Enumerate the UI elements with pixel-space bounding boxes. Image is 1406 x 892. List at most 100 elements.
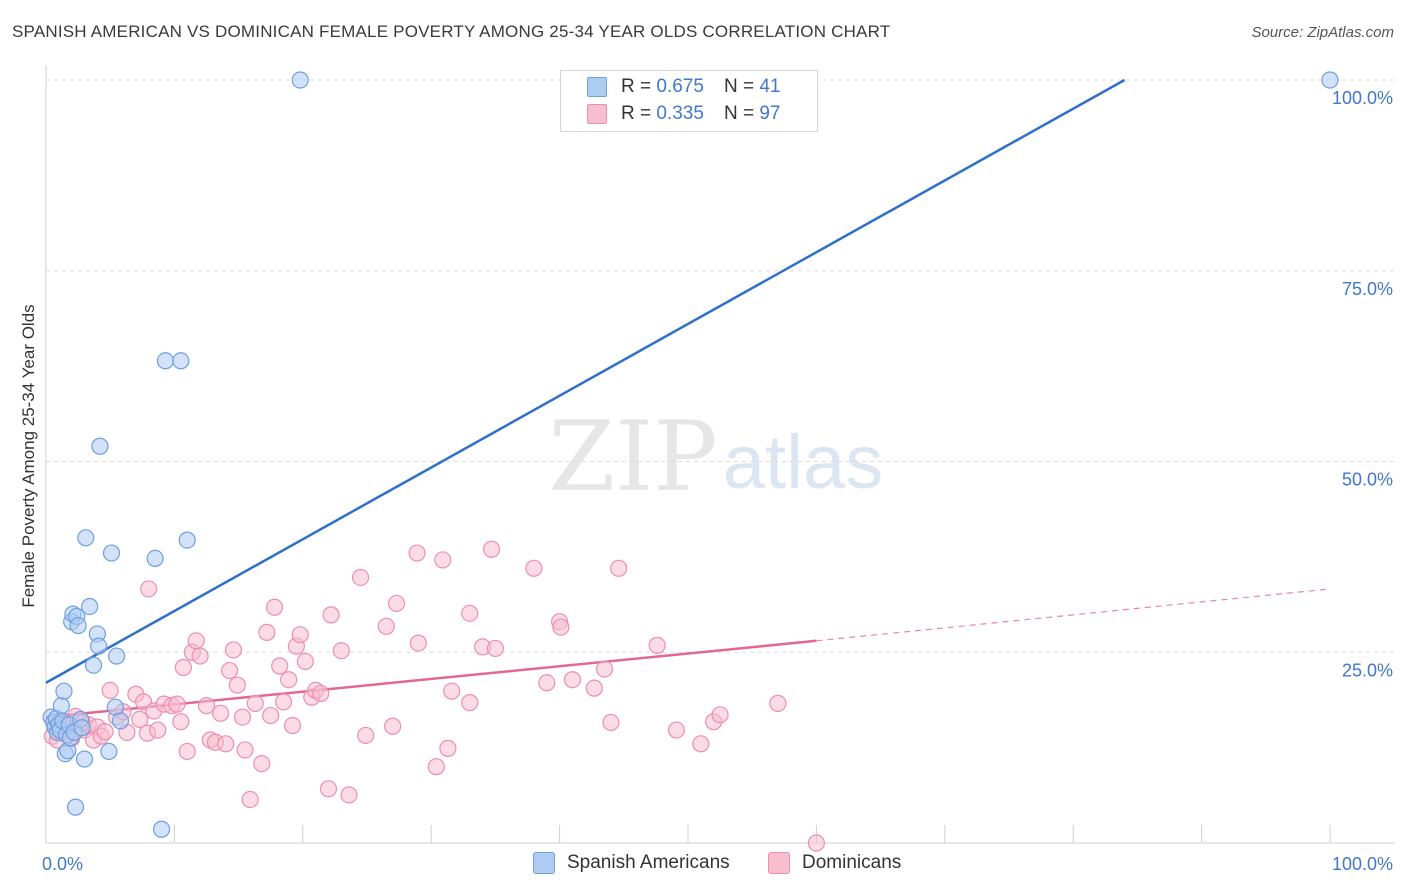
point-dominicans — [224, 641, 243, 659]
y-axis-label: Female Poverty Among 25-34 Year Olds — [19, 304, 38, 607]
point-dominicans — [486, 639, 504, 658]
point-dominicans — [711, 706, 729, 724]
point-dominicans — [187, 632, 205, 650]
point-spanish-americans — [91, 437, 109, 455]
y-tick-label: 75.0% — [1342, 279, 1393, 299]
point-dominicans — [552, 618, 570, 636]
legend-n-value: 97 — [759, 103, 781, 124]
point-dominicans — [262, 706, 280, 725]
x-tick-label: 0.0% — [42, 854, 83, 874]
source-label: Source: ZipAtlas.com — [1251, 24, 1394, 41]
point-dominicans — [178, 742, 196, 761]
point-dominicans — [319, 780, 338, 798]
point-spanish-americans — [111, 712, 130, 730]
point-dominicans — [439, 739, 457, 757]
point-dominicans — [221, 661, 239, 680]
watermark-zip: ZIP — [548, 401, 717, 513]
correlation-legend: R = 0.675 N = 41 R = 0.335 N = 97 — [560, 70, 818, 132]
point-dominicans — [482, 540, 501, 558]
point-dominicans — [387, 594, 406, 613]
point-dominicans — [253, 755, 271, 773]
y-tick-label: 100.0% — [1332, 88, 1393, 108]
point-dominicans — [667, 721, 686, 739]
legend-swatch-pink — [768, 852, 790, 874]
point-dominicans — [351, 568, 370, 587]
legend-swatch-blue — [587, 77, 607, 97]
point-spanish-americans — [146, 549, 164, 568]
point-dominicans — [172, 713, 190, 731]
point-spanish-americans — [291, 71, 309, 89]
point-dominicans — [595, 660, 614, 678]
point-dominicans — [101, 681, 119, 700]
point-dominicans — [233, 708, 252, 726]
point-dominicans — [340, 786, 358, 804]
point-dominicans — [602, 713, 620, 732]
point-dominicans — [409, 634, 427, 652]
tick-labels: 25.0% 50.0% 75.0% 100.0% 0.0% 100.0% — [42, 88, 1393, 874]
point-spanish-americans — [75, 750, 94, 768]
chart-title: SPANISH AMERICAN VS DOMINICAN FEMALE POV… — [12, 22, 891, 41]
point-dominicans — [312, 684, 330, 703]
point-dominicans — [217, 735, 235, 753]
point-spanish-americans — [1321, 71, 1339, 89]
point-spanish-americans — [77, 529, 95, 547]
point-dominicans — [271, 657, 289, 675]
point-dominicans — [538, 674, 556, 692]
point-dominicans — [131, 710, 149, 728]
legend-r-value: 0.675 — [656, 76, 704, 97]
point-dominicans — [96, 723, 114, 741]
watermark: ZIP atlas — [548, 401, 883, 513]
point-spanish-americans — [90, 637, 108, 655]
legend-n-value: 41 — [759, 76, 781, 97]
point-dominicans — [461, 604, 479, 622]
point-dominicans — [357, 726, 375, 745]
point-spanish-americans — [69, 616, 87, 635]
trend-line-spanish-americans — [45, 78, 1126, 684]
point-dominicans — [692, 735, 710, 753]
legend-row-spanish-americans: R = 0.675 N = 41 — [587, 75, 780, 99]
point-spanish-americans — [102, 544, 121, 562]
point-dominicans — [168, 695, 186, 713]
legend-r-label: R = — [621, 76, 652, 97]
point-dominicans — [241, 790, 259, 809]
watermark-atlas: atlas — [723, 420, 884, 505]
legend-r-label: R = — [621, 103, 652, 124]
point-dominicans — [140, 580, 158, 598]
legend-n-label: N = — [723, 103, 755, 124]
point-dominicans — [434, 551, 452, 569]
legend-swatch-blue — [533, 852, 555, 874]
point-spanish-americans — [73, 719, 91, 737]
point-dominicans — [246, 694, 264, 712]
point-dominicans — [585, 679, 603, 697]
point-dominicans — [280, 671, 298, 689]
trend-extension-dominicans — [816, 588, 1331, 642]
y-tick-label: 25.0% — [1342, 660, 1393, 680]
point-dominicans — [408, 544, 426, 562]
point-dominicans — [332, 642, 350, 660]
data-points — [42, 71, 1339, 852]
legend-n-label: N = — [723, 76, 755, 97]
point-dominicans — [291, 626, 309, 644]
point-dominicans — [807, 834, 826, 852]
point-dominicans — [174, 658, 192, 677]
point-dominicans — [191, 647, 209, 665]
legend-row-dominicans: R = 0.335 N = 97 — [587, 102, 780, 126]
point-dominicans — [265, 598, 284, 616]
point-dominicans — [149, 721, 167, 739]
point-dominicans — [377, 617, 395, 635]
point-spanish-americans — [66, 798, 85, 816]
legend-label: Spanish Americans — [567, 852, 730, 873]
point-dominicans — [461, 694, 479, 712]
point-spanish-americans — [84, 656, 103, 674]
point-spanish-americans — [100, 742, 118, 761]
x-tick-label: 100.0% — [1332, 854, 1393, 874]
point-spanish-americans — [108, 647, 126, 665]
grid-lines — [46, 79, 1395, 653]
point-dominicans — [274, 693, 293, 711]
point-dominicans — [384, 717, 402, 735]
point-spanish-americans — [156, 352, 175, 370]
point-dominicans — [610, 559, 628, 577]
legend-r-value: 0.335 — [656, 103, 704, 124]
series-legend: Spanish Americans Dominicans — [0, 852, 1406, 878]
